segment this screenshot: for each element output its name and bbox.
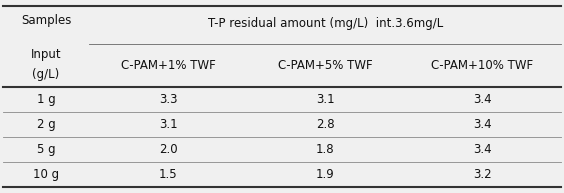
- Text: 2.8: 2.8: [316, 118, 334, 131]
- Text: 3.1: 3.1: [158, 118, 177, 131]
- Text: Samples: Samples: [21, 14, 71, 26]
- Text: 1.8: 1.8: [316, 143, 334, 156]
- Text: 3.4: 3.4: [473, 93, 492, 106]
- Text: Input: Input: [31, 48, 61, 61]
- Text: 1.5: 1.5: [158, 168, 177, 181]
- Text: 3.4: 3.4: [473, 143, 492, 156]
- Text: 3.4: 3.4: [473, 118, 492, 131]
- Text: 2 g: 2 g: [37, 118, 55, 131]
- Text: 3.3: 3.3: [158, 93, 177, 106]
- Text: T-P residual amount (mg/L)  int.3.6mg/L: T-P residual amount (mg/L) int.3.6mg/L: [208, 17, 443, 30]
- Text: 5 g: 5 g: [37, 143, 55, 156]
- Text: C-PAM+1% TWF: C-PAM+1% TWF: [121, 59, 215, 72]
- Text: 1 g: 1 g: [37, 93, 55, 106]
- Text: 2.0: 2.0: [158, 143, 177, 156]
- Text: C-PAM+5% TWF: C-PAM+5% TWF: [278, 59, 373, 72]
- Text: 3.1: 3.1: [316, 93, 334, 106]
- Text: 10 g: 10 g: [33, 168, 59, 181]
- Text: 3.2: 3.2: [473, 168, 492, 181]
- Text: 1.9: 1.9: [316, 168, 334, 181]
- Text: C-PAM+10% TWF: C-PAM+10% TWF: [431, 59, 534, 72]
- Text: (g/L): (g/L): [33, 68, 60, 80]
